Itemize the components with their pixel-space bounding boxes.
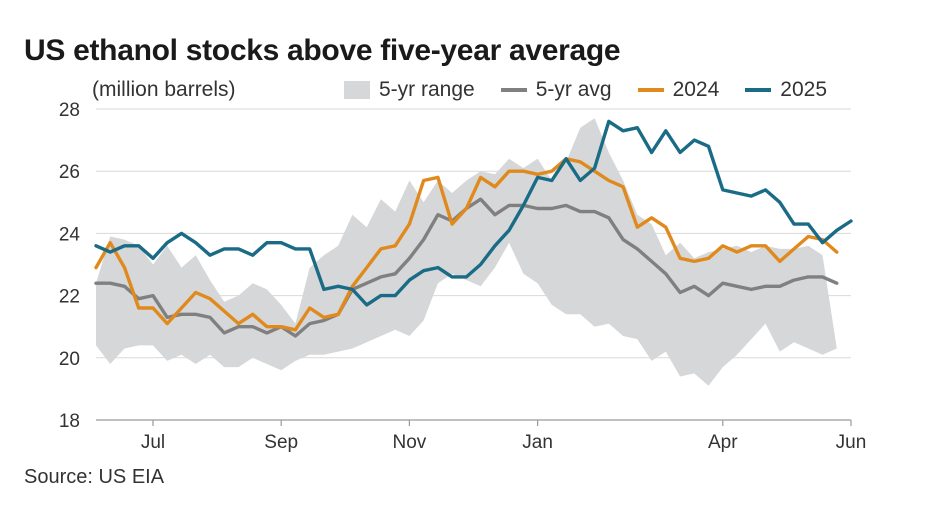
y-tick-label: 18 xyxy=(59,411,80,432)
x-tick-label: Jul xyxy=(141,432,165,453)
x-tick-label: Jun xyxy=(836,432,867,453)
chart-title: US ethanol stocks above five-year averag… xyxy=(24,34,621,67)
y-tick-label: 24 xyxy=(59,224,81,245)
unit-label: (million barrels) xyxy=(92,78,236,101)
legend: 5-yr range 5-yr avg 2024 2025 xyxy=(344,78,827,102)
x-tick-label: Apr xyxy=(708,432,738,453)
x-tick-label: Nov xyxy=(392,432,426,453)
y-tick-label: 26 xyxy=(59,162,80,183)
x-tick-label: Jan xyxy=(522,432,553,453)
source-note: Source: US EIA xyxy=(24,466,165,488)
legend-item-2024: 2024 xyxy=(637,78,720,102)
y-tick-label: 22 xyxy=(59,287,80,308)
legend-swatch-range xyxy=(344,81,370,99)
legend-label-2024: 2024 xyxy=(672,78,720,101)
legend-item-range: 5-yr range xyxy=(344,78,475,102)
y-tick-label: 20 xyxy=(59,349,80,370)
x-tick-label: Sep xyxy=(264,432,298,453)
legend-swatch-2024 xyxy=(637,88,664,92)
legend-label-avg: 5-yr avg xyxy=(535,78,612,101)
legend-swatch-avg xyxy=(500,88,527,92)
legend-item-2025: 2025 xyxy=(745,78,827,102)
legend-swatch-2025 xyxy=(745,88,772,92)
y-tick-label: 28 xyxy=(59,100,80,121)
series-line-2024 xyxy=(94,157,839,332)
legend-label-2025: 2025 xyxy=(780,78,828,101)
legend-item-avg: 5-yr avg xyxy=(500,78,612,102)
series-line-2025 xyxy=(94,119,853,307)
legend-label-range: 5-yr range xyxy=(379,78,475,101)
range-band xyxy=(96,118,837,386)
